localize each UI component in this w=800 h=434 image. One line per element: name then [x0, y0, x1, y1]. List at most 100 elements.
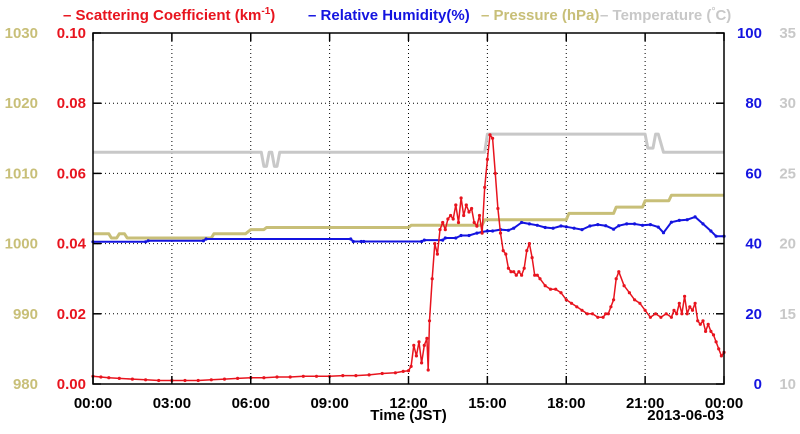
- humidity-data-point: [543, 225, 547, 230]
- legend: – Scattering Coefficient (km-1) – Relativ…: [63, 6, 731, 24]
- humidity-tick-label: 60: [745, 165, 762, 182]
- scattering-tick-label: 0.04: [57, 236, 87, 253]
- scattering-data-point: [422, 343, 426, 347]
- pressure-tick-label: 1010: [5, 165, 38, 182]
- humidity-data-point: [617, 224, 621, 228]
- scattering-data-point: [501, 249, 505, 253]
- scattering-data-point: [491, 136, 495, 140]
- scattering-data-point: [433, 242, 437, 246]
- legend-label: Relative Humidity(%): [321, 7, 470, 24]
- legend-degree: °: [711, 6, 715, 17]
- legend-label: Temperature (: [613, 7, 712, 24]
- x-tick-label: 03:00: [153, 395, 191, 412]
- scattering-data-point: [288, 375, 292, 379]
- scattering-data-point: [393, 371, 397, 375]
- scattering-data-point: [706, 322, 710, 326]
- scattering-data-point: [354, 374, 358, 378]
- scattering-data-point: [569, 301, 574, 305]
- scattering-data-point: [698, 322, 702, 326]
- humidity-tick-label: 100: [737, 25, 762, 42]
- humidity-data-point: [204, 237, 208, 241]
- x-tick-label: 00:00: [74, 395, 112, 412]
- scattering-data-point: [488, 133, 492, 137]
- legend-scattering: – Scattering Coefficient (km-1): [63, 6, 275, 24]
- scattering-data-point: [512, 270, 516, 274]
- scattering-data-point: [99, 375, 103, 379]
- humidity-data-point: [459, 233, 463, 238]
- scattering-tick-label: 0.08: [57, 95, 86, 112]
- scattering-data-point: [609, 305, 613, 309]
- scattering-data-point: [696, 319, 700, 323]
- scattering-data-point: [614, 277, 618, 281]
- scattering-data-point: [236, 376, 240, 380]
- scattering-data-point: [443, 228, 447, 232]
- temperature-tick-label: 20: [779, 236, 796, 253]
- scattering-tick-label: 0.00: [57, 376, 86, 393]
- scattering-data-point: [425, 336, 429, 340]
- humidity-data-point: [559, 224, 563, 228]
- humidity-data-point: [485, 229, 489, 233]
- x-tick-label: 21:00: [626, 395, 664, 412]
- scattering-data-point: [454, 203, 458, 207]
- scattering-data-point: [627, 291, 632, 295]
- scattering-data-point: [711, 333, 716, 337]
- humidity-tick-label: 0: [754, 376, 762, 393]
- scattering-data-point: [209, 378, 213, 382]
- humidity-data-point: [535, 223, 539, 227]
- scattering-data-point: [414, 354, 418, 358]
- humidity-data-point: [201, 239, 205, 243]
- legend-label: Scattering Coefficient (km: [76, 7, 262, 24]
- scattering-data-point: [449, 213, 453, 218]
- scattering-data-point: [480, 231, 484, 235]
- scattering-data-point: [654, 312, 658, 316]
- humidity-data-point: [512, 226, 516, 230]
- scattering-data-point: [107, 376, 111, 380]
- scattering-data-point: [677, 301, 681, 305]
- humidity-data-point: [640, 223, 645, 227]
- x-tick-label: 00:00: [705, 395, 743, 412]
- scattering-data-point: [117, 376, 121, 380]
- humidity-data-point: [625, 222, 629, 226]
- scattering-data-point: [522, 266, 526, 270]
- scattering-data-point: [709, 329, 713, 333]
- x-axis-title: Time (JST): [370, 407, 446, 424]
- scattering-data-point: [580, 308, 584, 312]
- legend-pressure: – Pressure (hPa): [481, 7, 599, 24]
- scattering-tick-label: 0.06: [57, 165, 86, 182]
- humidity-data-point: [420, 239, 424, 244]
- scattering-data-point: [606, 312, 610, 316]
- scattering-data-point: [596, 315, 600, 319]
- scattering-data-point: [459, 196, 463, 200]
- scattering-data-point: [441, 220, 445, 225]
- scattering-data-point: [493, 171, 497, 175]
- humidity-data-point: [693, 215, 697, 219]
- humidity-data-point: [596, 223, 600, 227]
- humidity-data-point: [351, 239, 355, 244]
- scattering-data-point: [472, 220, 476, 225]
- scattering-data-point: [470, 206, 474, 211]
- scattering-data-point: [638, 301, 642, 305]
- legend-label-close: C): [715, 7, 731, 24]
- legend-dash: –: [481, 7, 494, 24]
- scattering-data-point: [690, 308, 695, 312]
- scattering-data-point: [527, 242, 532, 246]
- humidity-data-point: [701, 222, 705, 226]
- humidity-data-point: [467, 233, 471, 238]
- scattering-data-point: [314, 374, 319, 378]
- date-label: 2013-06-03: [647, 407, 724, 424]
- legend-dash: –: [63, 7, 76, 24]
- humidity-data-point: [506, 228, 510, 232]
- humidity-tick-label: 80: [745, 95, 762, 112]
- temperature-tick-label: 15: [779, 306, 796, 323]
- scattering-data-point: [144, 378, 148, 382]
- scattering-data-point: [672, 308, 676, 312]
- scattering-data-point: [688, 305, 692, 309]
- humidity-data-point: [362, 239, 366, 244]
- temperature-tick-label: 10: [779, 376, 796, 393]
- scattering-data-point: [301, 374, 305, 378]
- humidity-data-point: [564, 225, 568, 229]
- humidity-data-point: [520, 220, 524, 225]
- pressure-tick-label: 1030: [5, 25, 38, 42]
- x-tick-label: 15:00: [468, 395, 506, 412]
